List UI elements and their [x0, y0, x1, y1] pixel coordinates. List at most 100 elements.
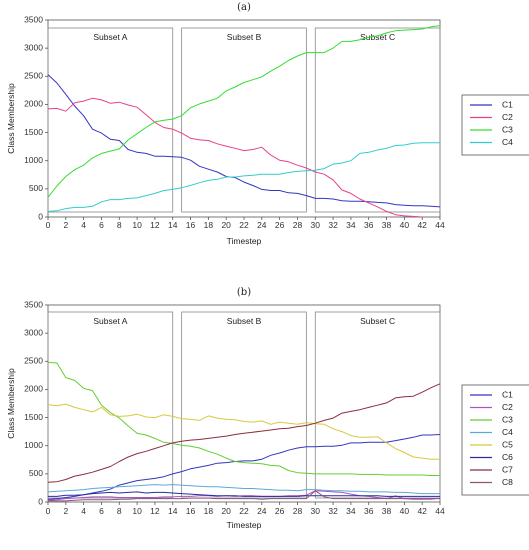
x-tick-label: 6: [99, 506, 104, 516]
y-tick-label: 0: [38, 211, 43, 221]
y-tick-label: 2500: [24, 356, 43, 366]
legend-label: C2: [502, 402, 513, 412]
x-tick-label: 36: [364, 220, 374, 230]
y-tick-label: 0: [38, 496, 43, 506]
legend-label: C1: [502, 389, 513, 399]
x-tick-label: 12: [150, 506, 160, 516]
legend-label: C5: [502, 439, 513, 449]
x-tick-label: 14: [168, 506, 178, 516]
legend-label: C7: [502, 464, 513, 474]
series-line-c4: [47, 142, 440, 212]
legend-label: C6: [502, 452, 513, 462]
legend-label: C3: [502, 124, 513, 134]
x-tick-label: 24: [257, 506, 267, 516]
series-line-c5: [47, 403, 440, 460]
legend-label: C8: [502, 477, 513, 487]
x-tick-label: 2: [63, 506, 68, 516]
chart-panel-b: (b) Subset A Subset B Subset C 0 500 1000 1500 2…: [6, 287, 529, 530]
subset-box: [314, 27, 441, 213]
x-axis-label: Timestep: [227, 520, 262, 530]
x-tick-label: 18: [204, 506, 214, 516]
x-tick-label: 2: [63, 220, 68, 230]
x-tick-label: 44: [435, 506, 445, 516]
x-tick-label: 40: [400, 506, 410, 516]
y-tick-label: 2500: [24, 71, 43, 81]
y-tick-label: 1500: [24, 412, 43, 422]
x-tick-label: 20: [221, 506, 231, 516]
legend-label: C2: [502, 112, 513, 122]
series-line-c2: [47, 97, 423, 218]
y-tick-label: 3500: [24, 299, 43, 309]
x-tick-label: 10: [132, 220, 142, 230]
chart-title: (a): [237, 2, 251, 13]
x-tick-label: 22: [239, 220, 249, 230]
legend-box: [461, 384, 529, 496]
plot-frame: [47, 19, 441, 218]
x-tick-label: 24: [257, 220, 267, 230]
x-tick-label: 10: [132, 506, 142, 516]
x-tick-label: 6: [99, 220, 104, 230]
legend-label: C4: [502, 137, 513, 147]
subset-box: [181, 27, 307, 213]
y-tick-label: 2000: [24, 384, 43, 394]
legend-label: C1: [502, 99, 513, 109]
chart-title: (b): [237, 287, 251, 298]
x-tick-label: 30: [311, 506, 321, 516]
x-tick-label: 36: [364, 506, 374, 516]
subset-box: [181, 311, 307, 499]
x-tick-label: 18: [204, 220, 214, 230]
y-axis-label: Class Membership: [6, 368, 16, 439]
series-line-c8: [48, 490, 440, 502]
x-tick-label: 12: [150, 220, 160, 230]
series-line-c3: [47, 25, 441, 198]
y-tick-label: 2000: [24, 99, 43, 109]
subset-label: Subset A: [93, 316, 127, 326]
y-tick-label: 3000: [24, 327, 43, 337]
subset-label: Subset A: [93, 32, 127, 42]
x-tick-label: 28: [293, 220, 303, 230]
chart-panel-a: (a) Subset A Subset B Subset C 0 500 1000 1500 2…: [6, 2, 529, 246]
x-tick-label: 26: [275, 506, 285, 516]
y-tick-label: 500: [29, 468, 43, 478]
series-line-c7: [47, 383, 441, 483]
subset-label: Subset B: [227, 32, 262, 42]
x-tick-label: 26: [275, 220, 285, 230]
legend: C1 C2 C3 C4 C5 C6 C7 C8: [461, 384, 529, 496]
x-tick-label: 22: [239, 506, 249, 516]
x-tick-label: 32: [328, 506, 338, 516]
y-tick-label: 3500: [24, 14, 43, 24]
x-tick-label: 38: [382, 220, 392, 230]
legend-box: [461, 94, 529, 156]
y-tick-label: 500: [29, 183, 43, 193]
legend-label: C3: [502, 414, 513, 424]
x-tick-label: 0: [46, 220, 51, 230]
x-tick-label: 4: [81, 506, 86, 516]
y-tick-label: 1500: [24, 127, 43, 137]
subset-label: Subset C: [360, 316, 395, 326]
x-tick-label: 4: [81, 220, 86, 230]
series-line-c2: [47, 490, 441, 501]
series-line-c1: [47, 434, 441, 500]
series-line-c4: [47, 484, 440, 495]
subset-box: [47, 27, 174, 213]
x-tick-label: 0: [46, 506, 51, 516]
x-tick-label: 38: [382, 506, 392, 516]
x-tick-label: 16: [186, 506, 196, 516]
subset-label: Subset C: [360, 32, 395, 42]
x-tick-label: 34: [346, 220, 356, 230]
x-tick-label: 16: [186, 220, 196, 230]
x-tick-label: 20: [221, 220, 231, 230]
x-tick-label: 28: [293, 506, 303, 516]
y-tick-label: 1000: [24, 155, 43, 165]
x-tick-label: 30: [311, 220, 321, 230]
subset-label: Subset B: [227, 316, 262, 326]
x-tick-label: 32: [328, 220, 338, 230]
series-line-c1: [47, 74, 441, 208]
x-tick-label: 42: [417, 506, 427, 516]
y-axis-label: Class Membership: [6, 83, 16, 154]
x-tick-label: 44: [435, 220, 445, 230]
y-tick-label: 3000: [24, 42, 43, 52]
series-line-c3: [47, 361, 440, 476]
legend-label: C4: [502, 427, 513, 437]
